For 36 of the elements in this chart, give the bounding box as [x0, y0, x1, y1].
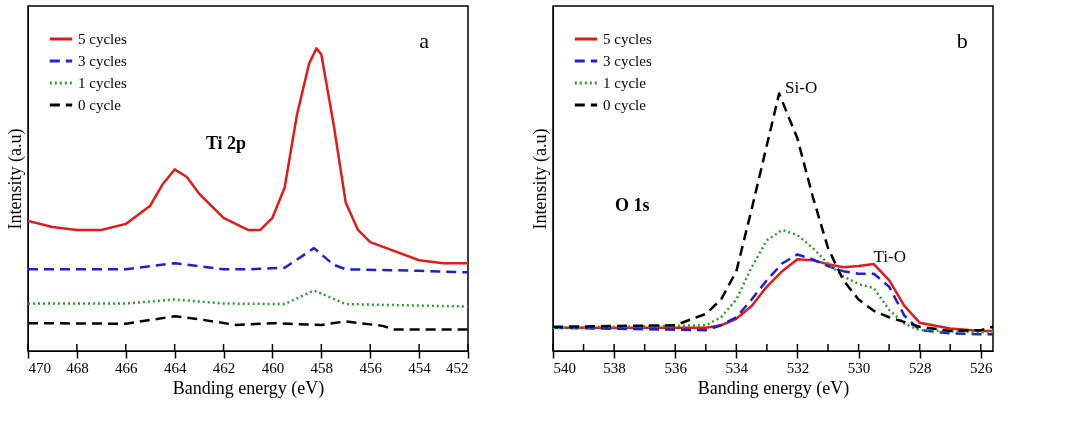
x-tick-label: 462	[212, 359, 236, 376]
legend-label: 3 cycles	[78, 53, 127, 69]
x-tick-label: 458	[310, 359, 334, 376]
annotation: Ti-O	[873, 247, 906, 267]
x-tick-label: 454	[408, 359, 432, 376]
x-tick-label: 452	[446, 359, 469, 376]
x-tick-label: 532	[786, 359, 810, 376]
x-tick-label: 534	[725, 359, 749, 376]
annotation: Ti 2p	[205, 133, 247, 153]
legend-label: 5 cycles	[603, 31, 652, 47]
x-tick-label: 456	[359, 359, 383, 376]
legend-label: 0 cycle	[78, 97, 122, 113]
x-tick-label: 530	[847, 359, 871, 376]
text: b	[956, 27, 968, 53]
legend-label: 3 cycles	[603, 53, 652, 69]
x-tick-label: 460	[261, 359, 285, 376]
annotation: Si-O	[785, 77, 818, 97]
x-tick-label: 540	[553, 359, 576, 376]
y-axis-title: Intensity (a.u)	[529, 128, 551, 230]
annotation: a	[419, 27, 430, 53]
x-tick-label: 536	[664, 359, 688, 376]
x-tick-label: 470	[28, 359, 51, 376]
legend-label: 1 cycles	[78, 75, 127, 91]
x-tick-label: 466	[115, 359, 139, 376]
x-tick-label: 538	[603, 359, 626, 376]
x-axis-title: Banding energy (eV)	[172, 377, 325, 399]
x-tick-label: 528	[908, 359, 932, 376]
legend-label: 1 cycle	[603, 75, 647, 91]
x-axis-title: Banding energy (eV)	[697, 377, 850, 399]
x-tick-label: 526	[970, 359, 994, 376]
x-tick-label: 464	[163, 359, 187, 376]
y-axis-title: Intensity (a.u)	[4, 128, 26, 230]
annotation: O 1s	[614, 195, 650, 216]
x-tick-label: 468	[66, 359, 89, 376]
legend-label: 0 cycle	[603, 97, 647, 113]
legend-label: 5 cycles	[78, 31, 127, 47]
